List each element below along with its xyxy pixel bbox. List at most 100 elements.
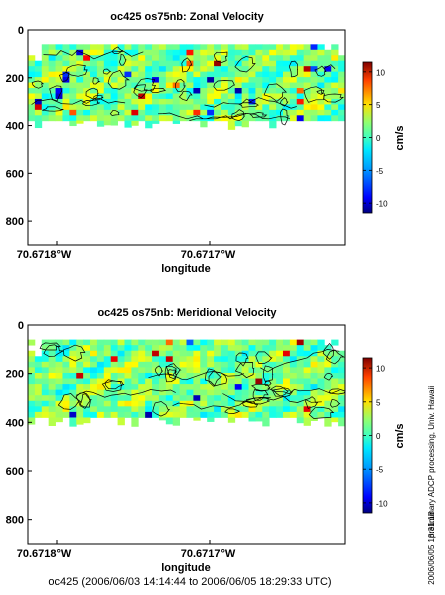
velocity-cell [241,389,249,396]
velocity-cell [193,60,201,67]
velocity-cell [124,60,132,67]
velocity-cell [62,71,70,78]
velocity-cell [269,109,277,116]
velocity-cell [214,350,222,357]
velocity-cell [131,49,139,56]
velocity-cell [138,372,146,379]
velocity-cell [241,361,249,368]
velocity-cell [296,372,305,379]
velocity-cell [34,93,43,100]
velocity-cell [289,345,298,352]
velocity-cell [200,77,208,83]
velocity-cell [103,367,112,374]
velocity-cell [179,77,187,83]
velocity-cell [152,98,160,105]
velocity-cell [269,98,277,105]
velocity-cell [179,378,187,385]
velocity-cell [289,60,298,67]
velocity-cell [276,411,284,418]
velocity-cell [289,71,298,78]
velocity-cell [214,71,222,78]
velocity-cell [124,93,132,100]
velocity-cell [269,60,277,67]
velocity-cell [276,82,284,89]
y-tick-label: 400 [6,417,24,429]
velocity-cell [193,49,201,56]
velocity-cell [303,356,311,363]
velocity-cell [172,384,181,391]
velocity-cell [289,367,298,374]
velocity-cell [165,98,174,105]
velocity-cell [207,384,215,391]
contour-line [31,80,45,89]
velocity-cell [41,109,50,116]
velocity-cell [96,44,105,51]
velocity-cell [117,372,125,379]
x-tick-label: 70.6717°W [181,249,236,261]
velocity-cell [241,44,249,51]
velocity-cell [282,88,291,94]
contour-line [260,349,340,373]
velocity-cell [296,378,305,385]
velocity-cell [34,60,43,67]
velocity-cell [55,82,63,89]
velocity-cell [34,361,43,368]
velocity-cell [138,361,146,368]
velocity-cell [200,389,208,396]
x-tick-label: 70.6718°W [17,548,72,560]
velocity-cell [48,60,56,67]
velocity-cell [186,406,194,413]
velocity-cell [90,384,98,391]
velocity-cell [200,66,208,73]
velocity-cell [241,345,249,352]
velocity-cell [262,411,270,418]
velocity-cell [41,49,50,56]
velocity-cell [317,372,325,379]
velocity-cell [241,109,249,116]
velocity-cell [48,345,56,352]
velocity-cell [193,88,201,94]
velocity-cell [241,66,249,73]
velocity-cell [103,93,112,100]
velocity-cell [90,98,98,105]
velocity-cell [124,98,132,105]
y-tick-label: 0 [18,320,24,332]
velocity-cell [296,109,305,116]
velocity-cell [331,55,339,62]
velocity-cell [255,55,263,62]
velocity-cell [48,93,56,100]
velocity-cell [152,49,160,56]
velocity-cell [103,60,112,67]
velocity-cell [83,400,91,407]
velocity-cell [96,361,105,368]
velocity-cell [207,66,215,73]
velocity-cell [200,395,208,402]
velocity-cell [207,88,215,94]
velocity-cell [220,378,229,385]
velocity-cell [331,361,339,368]
velocity-cell [152,55,160,62]
velocity-cell [172,345,181,352]
velocity-cell [103,120,112,126]
velocity-cell [48,44,56,51]
contour-line [246,397,270,405]
velocity-cell [255,406,263,413]
velocity-cell [193,378,201,385]
velocity-cell [110,361,118,368]
velocity-cell [179,109,187,116]
velocity-cell [96,60,105,67]
velocity-cell [179,88,187,94]
velocity-cell [172,411,181,418]
velocity-cell [83,384,91,391]
velocity-cell [172,120,181,124]
velocity-cell [69,367,77,374]
velocity-cell [338,411,346,418]
velocity-cell [200,350,208,357]
velocity-cell [310,44,318,51]
velocity-cell [172,88,181,94]
velocity-cell [186,49,194,56]
velocity-cell [241,93,249,100]
velocity-cell [289,88,298,94]
velocity-cell [145,367,153,374]
velocity-cell [241,82,249,89]
